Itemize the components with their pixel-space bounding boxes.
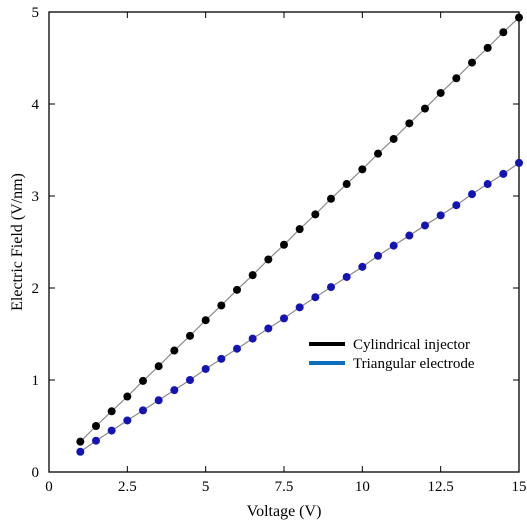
data-point	[92, 436, 100, 445]
data-point	[107, 426, 116, 435]
data-point	[123, 392, 132, 401]
legend: Cylindrical injector Triangular electrode	[309, 337, 475, 372]
data-point	[248, 334, 257, 343]
x-tick-label: 5	[202, 479, 210, 495]
data-point	[374, 251, 382, 260]
data-point	[280, 314, 288, 323]
data-point	[154, 362, 163, 371]
data-point	[389, 134, 398, 143]
legend-label: Cylindrical injector	[353, 337, 470, 353]
y-axis-label: Electric Field (V/nm)	[9, 173, 26, 311]
data-point	[358, 165, 367, 174]
data-point	[139, 406, 147, 415]
data-point	[248, 271, 257, 280]
ticks-layer: 0 2.5 5 7.5 10 12.5 15 0 1 2 3 4 5	[32, 5, 527, 495]
data-point	[468, 190, 476, 199]
data-point	[217, 301, 226, 310]
data-point	[499, 169, 508, 178]
x-axis-label: Voltage (V)	[247, 503, 322, 520]
data-point	[170, 386, 179, 395]
data-point	[405, 119, 414, 128]
data-point	[76, 437, 85, 446]
data-point	[92, 422, 100, 430]
data-point	[421, 221, 429, 230]
data-point	[201, 316, 210, 325]
data-point	[468, 58, 476, 67]
data-point	[327, 194, 335, 203]
data-point	[139, 376, 147, 385]
data-point	[358, 262, 367, 271]
data-point	[154, 396, 163, 405]
x-tick-label: 0	[45, 479, 53, 495]
y-tick-label: 1	[32, 373, 40, 389]
data-point	[342, 272, 351, 281]
data-point	[515, 158, 523, 167]
data-point	[452, 201, 461, 210]
x-tick-label: 7.5	[275, 479, 294, 495]
data-point	[233, 344, 241, 353]
y-tick-label: 5	[32, 5, 40, 21]
x-tick-label: 2.5	[118, 479, 137, 495]
y-tick-label: 3	[32, 189, 40, 205]
data-point	[217, 354, 226, 363]
y-tick-label: 0	[32, 465, 40, 481]
data-point	[342, 180, 351, 189]
data-point	[295, 225, 304, 234]
series-layer	[76, 13, 523, 456]
data-point	[280, 240, 288, 249]
data-point	[499, 28, 508, 37]
data-point	[374, 149, 382, 158]
data-point	[311, 293, 320, 302]
data-point	[405, 231, 414, 240]
data-point	[452, 74, 461, 83]
data-point	[295, 303, 304, 312]
data-point	[389, 241, 398, 250]
x-tick-label: 15	[512, 479, 527, 495]
data-point	[483, 180, 492, 189]
data-point	[421, 104, 429, 113]
legend-label: Triangular electrode	[353, 356, 475, 372]
y-tick-label: 4	[32, 97, 40, 113]
data-point	[76, 447, 85, 456]
data-point	[123, 416, 132, 425]
x-tick-label: 12.5	[428, 479, 454, 495]
data-point	[483, 43, 492, 52]
data-point	[107, 407, 116, 416]
data-point	[233, 285, 241, 294]
data-point	[170, 346, 179, 355]
data-point	[186, 376, 194, 384]
data-point	[311, 210, 320, 219]
x-tick-label: 10	[355, 479, 370, 495]
data-point	[264, 255, 273, 264]
data-point	[186, 331, 194, 340]
data-point	[264, 324, 273, 333]
data-point	[436, 88, 445, 97]
y-tick-label: 2	[32, 281, 40, 297]
data-point	[327, 283, 335, 292]
data-point	[201, 364, 210, 373]
data-point	[436, 211, 445, 220]
